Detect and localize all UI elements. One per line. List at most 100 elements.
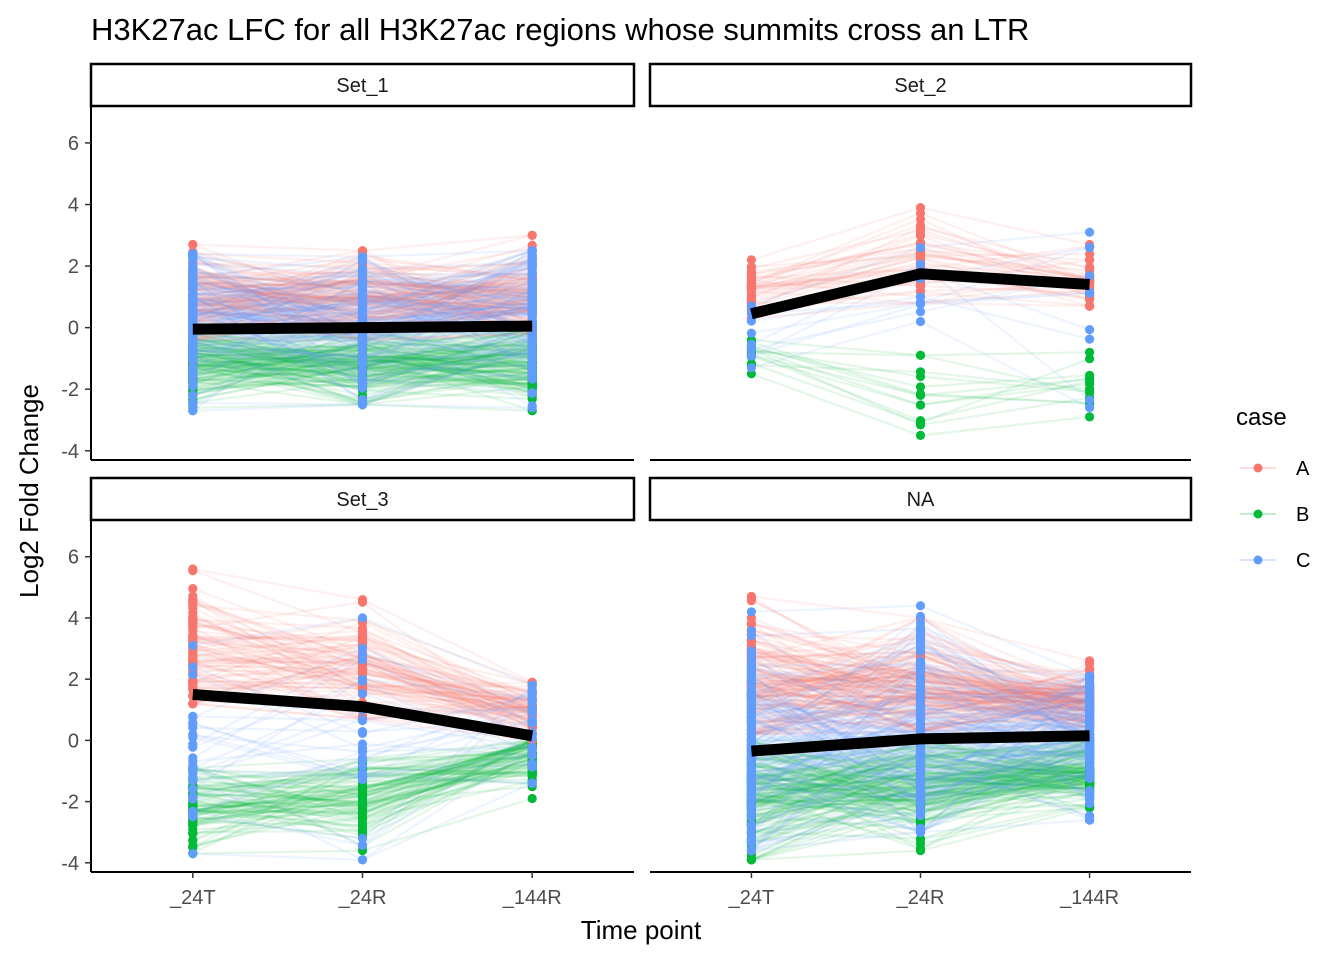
point-a	[188, 601, 198, 611]
point-c	[188, 784, 198, 794]
point-c	[527, 310, 537, 321]
point-a	[188, 618, 198, 628]
point-c	[746, 351, 757, 361]
point-c	[746, 736, 757, 746]
legend-key-point	[1253, 509, 1263, 519]
point-c	[746, 706, 757, 716]
point-a	[188, 699, 198, 709]
point-c	[527, 759, 537, 769]
point-c	[188, 252, 198, 262]
point-c	[915, 626, 926, 636]
point-b	[915, 390, 926, 400]
point-c	[746, 328, 757, 338]
point-c	[1085, 325, 1095, 335]
point-c	[188, 354, 198, 364]
y-tick-label: 6	[68, 547, 79, 569]
point-c	[1085, 767, 1095, 778]
point-b	[357, 798, 368, 809]
facet-strip	[89, 62, 636, 108]
point-c	[1085, 227, 1095, 237]
mean-trend-line	[192, 320, 533, 335]
y-tick-label: -2	[61, 792, 79, 814]
point-c	[915, 665, 926, 676]
point-a	[915, 214, 926, 224]
point-b	[746, 855, 757, 865]
point-c	[357, 256, 368, 266]
point-a	[746, 591, 757, 602]
point-c	[1085, 706, 1095, 717]
point-c	[188, 849, 198, 859]
y-tick-label: 0	[68, 730, 79, 752]
point-c	[527, 348, 537, 358]
point-c	[357, 305, 368, 315]
y-tick-label: 2	[68, 256, 79, 278]
x-tick-label: _24R	[338, 887, 387, 909]
facet-strip-label: Set_3	[336, 489, 388, 511]
point-c	[746, 809, 757, 819]
point-a	[357, 597, 368, 607]
point-c	[915, 611, 926, 622]
point-c	[915, 640, 926, 651]
point-b	[915, 430, 926, 440]
point-c	[357, 352, 368, 362]
y-tick-label: 4	[68, 195, 79, 217]
point-b	[915, 382, 926, 392]
point-c	[746, 766, 757, 777]
point-c	[188, 381, 198, 391]
point-c	[357, 337, 368, 347]
facet-strip-label: Set_1	[336, 75, 388, 97]
point-c	[357, 688, 368, 699]
series-points	[188, 230, 537, 416]
point-c	[915, 307, 926, 317]
point-c	[188, 742, 198, 752]
point-a	[188, 239, 198, 250]
point-c	[915, 704, 926, 714]
point-c	[1085, 787, 1095, 798]
legend-label: A	[1296, 458, 1310, 480]
y-tick-label: -2	[61, 379, 79, 401]
legend-title: case	[1236, 404, 1287, 431]
point-c	[915, 316, 926, 327]
point-c	[746, 846, 757, 856]
point-c	[746, 626, 757, 636]
x-tick-label: _24R	[896, 887, 945, 909]
point-c	[527, 268, 537, 278]
point-b	[527, 793, 537, 804]
point-c	[1085, 693, 1095, 703]
point-c	[1085, 719, 1095, 729]
point-c	[915, 810, 926, 821]
point-c	[527, 693, 537, 704]
point-c	[746, 724, 757, 734]
y-tick-label: 6	[68, 133, 79, 155]
legend-item-b: B	[1240, 504, 1309, 526]
point-c	[357, 840, 368, 850]
point-c	[188, 640, 198, 651]
facet-strip-label: NA	[907, 489, 935, 511]
legend-label: B	[1296, 504, 1309, 526]
point-c	[357, 613, 368, 623]
point-c	[188, 719, 198, 729]
point-a	[746, 284, 757, 294]
point-c	[746, 607, 757, 617]
point-c	[357, 367, 368, 377]
point-c	[357, 269, 368, 280]
point-a	[1085, 255, 1095, 265]
point-c	[1085, 672, 1095, 682]
point-a	[357, 634, 368, 644]
point-c	[357, 376, 368, 386]
point-c	[357, 727, 368, 737]
point-b	[1085, 387, 1095, 397]
point-a	[746, 271, 757, 281]
point-b	[1085, 412, 1095, 422]
point-a	[915, 231, 926, 241]
chart-title: H3K27ac LFC for all H3K27ac regions whos…	[91, 12, 1029, 47]
point-c	[1085, 242, 1095, 252]
point-c	[188, 732, 198, 743]
point-c	[915, 683, 926, 693]
point-c	[915, 243, 926, 253]
point-c	[188, 794, 198, 804]
point-c	[188, 346, 198, 356]
